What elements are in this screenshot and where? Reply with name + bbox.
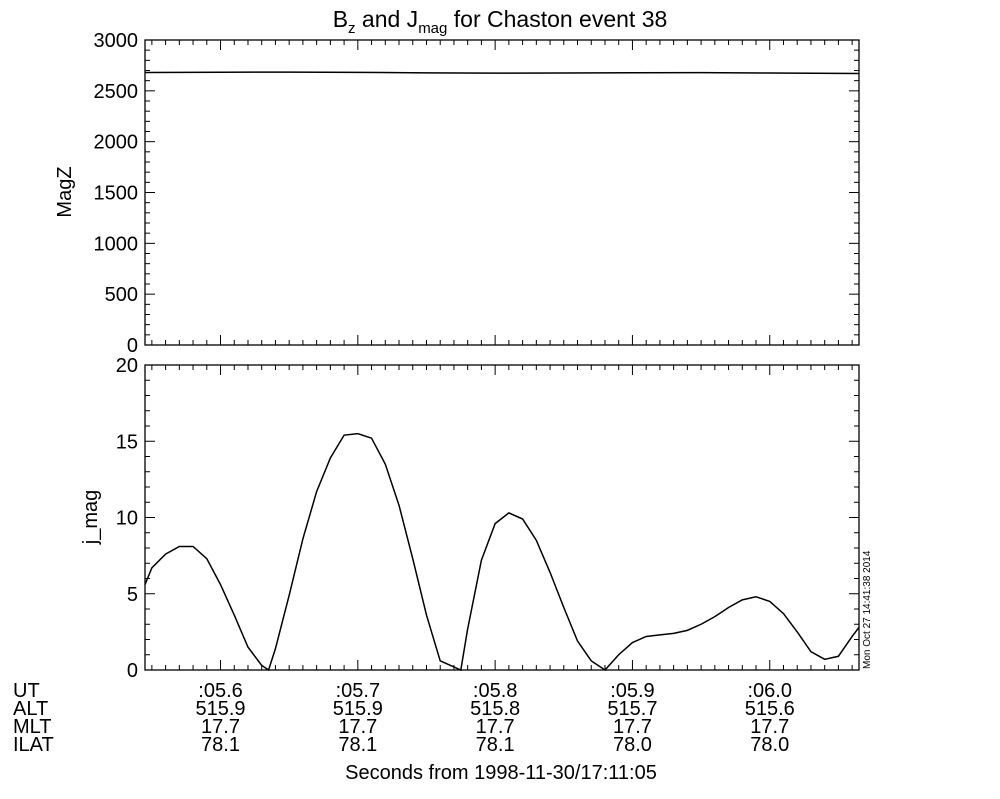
title-rest: for Chaston event 38 bbox=[447, 6, 667, 32]
x-table-cell: 515.9 bbox=[333, 698, 383, 720]
jmag-y-tick-label: 5 bbox=[127, 584, 138, 606]
magz-panel: MagZ 0 500 1000 1500 2000 2500 3000 bbox=[54, 30, 860, 357]
x-table-cell: :05.8 bbox=[473, 680, 517, 702]
jmag-panel: j_mag 0 5 10 15 20 bbox=[80, 355, 860, 682]
jmag-y-tick-label: 10 bbox=[116, 508, 138, 530]
x-table-cell: :06.0 bbox=[748, 680, 792, 702]
x-table-cell: :05.7 bbox=[336, 680, 380, 702]
magz-y-tick-label: 1500 bbox=[94, 183, 139, 205]
jmag-y-tick-label: 15 bbox=[116, 431, 138, 453]
x-table-row-label: ALT bbox=[13, 698, 48, 720]
jmag-tick-group: 0 5 10 15 20 bbox=[116, 355, 859, 682]
jmag-y-axis-label: j_mag bbox=[80, 490, 102, 545]
x-table-cell: 17.7 bbox=[338, 716, 377, 738]
jmag-y-tick-label: 0 bbox=[127, 660, 138, 682]
x-table-cell: 78.1 bbox=[201, 734, 240, 756]
magz-series-line bbox=[144, 71, 860, 75]
x-table-row-label: ILAT bbox=[13, 734, 54, 756]
x-table-cell: 17.7 bbox=[613, 716, 652, 738]
title-j-subscript: mag bbox=[418, 20, 447, 37]
jmag-y-tick-label: 20 bbox=[116, 355, 138, 377]
chart-title: Bz and Jmag for Chaston event 38 bbox=[333, 6, 668, 37]
magz-plot-frame bbox=[144, 39, 860, 346]
x-table-cell: 78.1 bbox=[476, 734, 515, 756]
magz-y-tick-label: 500 bbox=[105, 284, 138, 306]
x-table-cell: 515.6 bbox=[745, 698, 795, 720]
magz-y-tick-label: 0 bbox=[127, 335, 138, 357]
magz-y-tick-label: 2500 bbox=[94, 81, 139, 103]
x-table-row-label: UT bbox=[13, 680, 40, 702]
x-table-cell: 17.7 bbox=[201, 716, 240, 738]
x-table-cell: 515.9 bbox=[195, 698, 245, 720]
timestamp-label: Mon Oct 27 14:41:38 2014 bbox=[862, 550, 873, 669]
x-table-cell: 78.1 bbox=[338, 734, 377, 756]
magz-y-axis-label: MagZ bbox=[54, 166, 76, 217]
magz-tick-group: 0 500 1000 1500 2000 2500 3000 bbox=[94, 30, 859, 357]
x-table-cell: 78.0 bbox=[750, 734, 789, 756]
x-table-cell: 515.7 bbox=[607, 698, 657, 720]
x-table-cell: :05.6 bbox=[198, 680, 242, 702]
x-axis-annotation-table: UT :05.6 :05.7 :05.8 :05.9 :06.0 ALT 515.9 515.9… bbox=[13, 680, 795, 756]
x-axis-label: Seconds from 1998-11-30/17:11:05 bbox=[345, 762, 657, 784]
magz-y-tick-label: 1000 bbox=[94, 233, 139, 255]
magz-y-tick-label: 2000 bbox=[94, 132, 139, 154]
x-table-cell: 78.0 bbox=[613, 734, 652, 756]
title-b: B bbox=[333, 6, 348, 32]
x-table-row-label: MLT bbox=[13, 716, 52, 738]
title-and-j: and J bbox=[356, 6, 419, 32]
jmag-series-line bbox=[144, 432, 860, 672]
x-table-cell: 17.7 bbox=[476, 716, 515, 738]
x-table-cell: :05.9 bbox=[610, 680, 654, 702]
title-b-subscript: z bbox=[348, 20, 356, 37]
x-table-cell: 17.7 bbox=[750, 716, 789, 738]
x-table-cell: 515.8 bbox=[470, 698, 520, 720]
magz-y-tick-label: 3000 bbox=[94, 30, 139, 52]
